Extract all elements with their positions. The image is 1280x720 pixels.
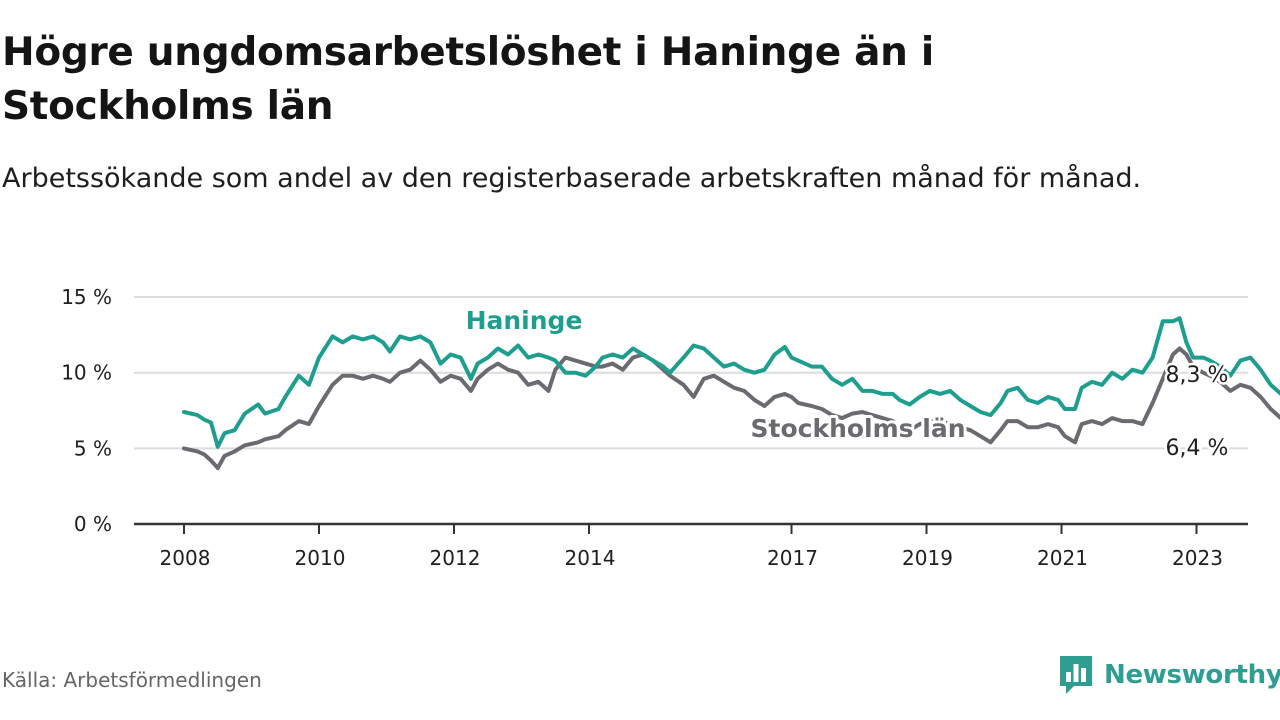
- x-tick-label: 2017: [767, 546, 818, 570]
- chart-subtitle: Arbetssökande som andel av den registerb…: [2, 163, 1142, 194]
- bar-chart-icon: [1060, 656, 1092, 694]
- y-axis: 0 % 5 % 10 % 15 %: [61, 285, 112, 536]
- x-tick-label: 2012: [430, 546, 481, 570]
- stockholm-line: [182, 346, 1280, 470]
- series-labels: Haninge Stockholms län 8,3 % 6,4 %: [463, 303, 1231, 464]
- x-tick-label: 2014: [565, 546, 616, 570]
- grid-lines: [134, 296, 1248, 450]
- y-tick-label: 10 %: [61, 361, 112, 385]
- haninge-label: Haninge: [466, 306, 583, 335]
- y-tick-label: 15 %: [61, 285, 112, 309]
- source-note: Källa: Arbetsförmedlingen: [2, 668, 262, 692]
- stockholm-label: Stockholms län: [751, 414, 966, 443]
- haninge-line: [182, 316, 1280, 449]
- brand-name: Newsworthy: [1104, 660, 1280, 690]
- series-lines: [182, 316, 1280, 470]
- x-tick-label: 2008: [160, 546, 211, 570]
- x-tick-label: 2021: [1037, 546, 1088, 570]
- x-tick-label: 2023: [1172, 546, 1223, 570]
- y-tick-label: 0 %: [74, 512, 112, 536]
- stockholm-end-label: 6,4 %: [1166, 436, 1229, 461]
- x-tick-label: 2010: [295, 546, 346, 570]
- x-tick-label: 2019: [902, 546, 953, 570]
- haninge-end-label: 8,3 %: [1166, 363, 1229, 388]
- y-tick-label: 5 %: [74, 436, 112, 460]
- brand-logo[interactable]: Newsworthy: [1058, 654, 1280, 696]
- chart-title: Högre ungdomsarbetslöshet i Haninge än i…: [2, 30, 934, 129]
- x-axis: 2008 2010 2012 2014 2017 2019 2021 2023: [134, 522, 1248, 570]
